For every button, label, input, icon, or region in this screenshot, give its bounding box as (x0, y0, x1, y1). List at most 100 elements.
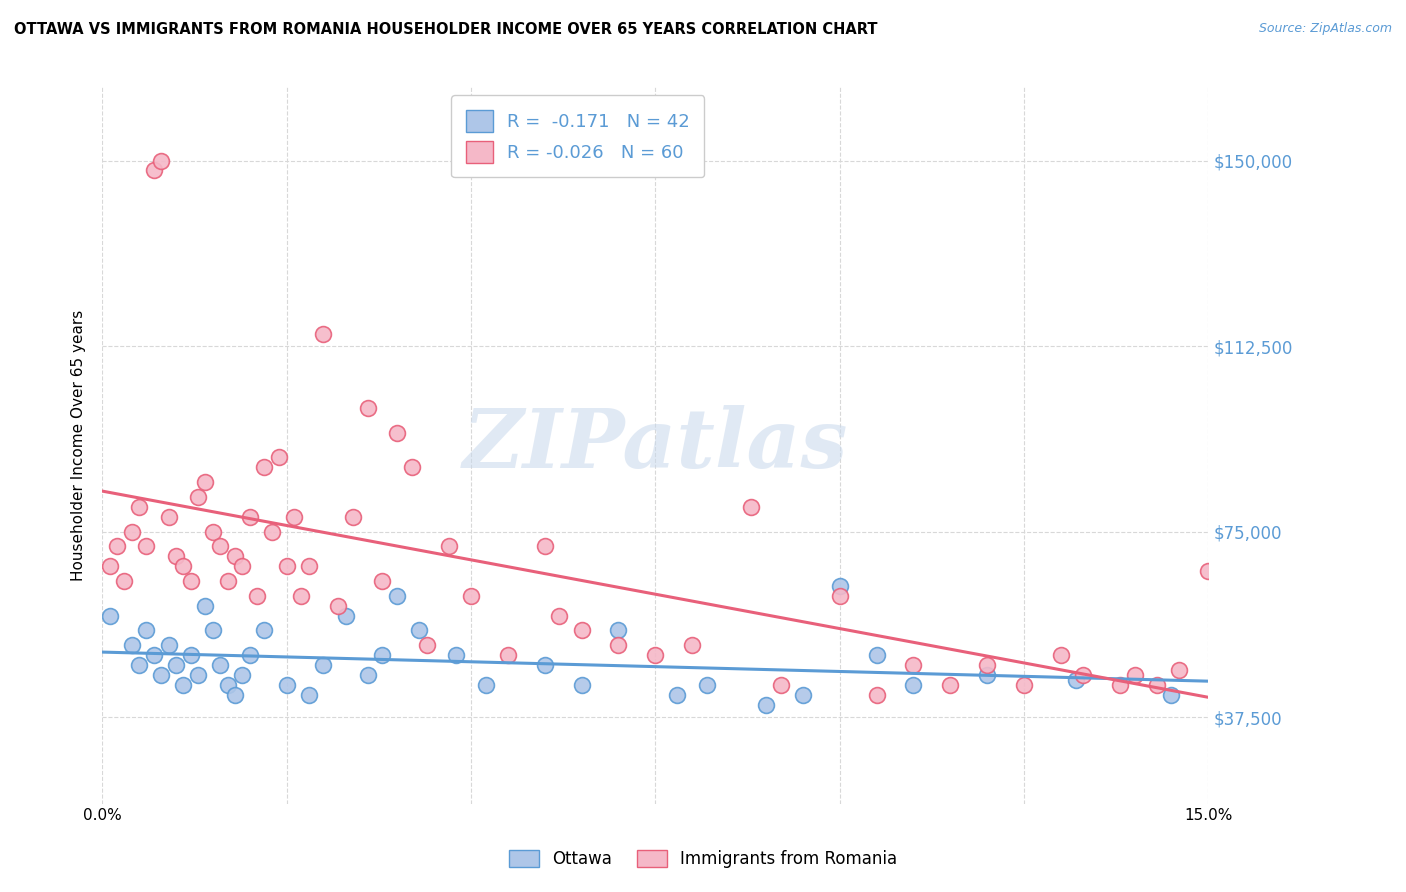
Point (194, 475, 217, 489)
Point (112, 574, 135, 588)
Point (276, 559, 298, 574)
Point (172, 559, 194, 574)
Point (1146, 678, 1168, 692)
Point (142, 648, 165, 663)
Point (128, 658, 150, 673)
Point (496, 648, 519, 663)
Point (740, 500, 762, 514)
Point (903, 678, 925, 692)
Point (224, 549, 246, 564)
Point (1160, 688, 1182, 702)
Point (157, 509, 180, 524)
Point (976, 658, 998, 673)
Point (415, 638, 437, 652)
Point (283, 509, 305, 524)
Point (260, 524, 283, 539)
Text: Source: ZipAtlas.com: Source: ZipAtlas.com (1258, 22, 1392, 36)
Point (644, 648, 666, 663)
Point (217, 574, 239, 588)
Point (371, 574, 394, 588)
Point (239, 509, 262, 524)
Point (269, 450, 291, 465)
Point (385, 589, 408, 603)
Point (548, 608, 571, 623)
Point (239, 648, 262, 663)
Legend: Ottawa, Immigrants from Romania: Ottawa, Immigrants from Romania (502, 843, 904, 875)
Point (696, 678, 718, 692)
Point (180, 574, 202, 588)
Point (1071, 668, 1094, 682)
Point (187, 668, 209, 682)
Point (792, 688, 814, 702)
Text: ZIPatlas: ZIPatlas (463, 405, 848, 485)
Point (460, 589, 482, 603)
Point (298, 688, 321, 702)
Point (150, 153, 173, 168)
Point (165, 549, 187, 564)
Point (276, 678, 298, 692)
Y-axis label: Householder Income Over 65 years: Householder Income Over 65 years (72, 310, 86, 581)
Point (755, 698, 778, 712)
Point (607, 624, 630, 638)
Point (312, 658, 335, 673)
Point (865, 648, 887, 663)
Point (342, 509, 364, 524)
Point (209, 658, 232, 673)
Point (444, 648, 467, 663)
Point (828, 579, 851, 593)
Point (607, 638, 630, 652)
Point (437, 540, 460, 554)
Point (128, 500, 150, 514)
Point (312, 326, 335, 341)
Point (180, 648, 202, 663)
Point (1064, 673, 1087, 687)
Point (681, 638, 703, 652)
Point (1167, 663, 1189, 677)
Point (142, 163, 165, 178)
Point (224, 688, 246, 702)
Point (1197, 564, 1219, 578)
Point (231, 559, 253, 574)
Point (98, 608, 121, 623)
Point (98, 559, 121, 574)
Point (290, 589, 312, 603)
Point (121, 638, 143, 652)
Point (105, 540, 128, 554)
Point (135, 540, 157, 554)
Point (246, 589, 269, 603)
Point (194, 599, 217, 613)
Point (571, 624, 593, 638)
Point (939, 678, 962, 692)
Point (1050, 648, 1073, 663)
Point (328, 599, 350, 613)
Point (172, 678, 194, 692)
Point (1012, 678, 1035, 692)
Point (165, 658, 187, 673)
Point (769, 678, 792, 692)
Point (371, 648, 394, 663)
Point (187, 490, 209, 504)
Point (903, 658, 925, 673)
Point (474, 678, 496, 692)
Point (150, 668, 173, 682)
Point (533, 658, 555, 673)
Point (135, 624, 157, 638)
Point (533, 540, 555, 554)
Point (666, 688, 689, 702)
Point (408, 624, 430, 638)
Point (157, 638, 180, 652)
Point (121, 524, 143, 539)
Point (1108, 678, 1130, 692)
Point (976, 668, 998, 682)
Legend: R =  -0.171   N = 42, R = -0.026   N = 60: R = -0.171 N = 42, R = -0.026 N = 60 (451, 95, 704, 178)
Point (401, 460, 423, 475)
Point (231, 668, 253, 682)
Point (201, 524, 224, 539)
Point (357, 401, 380, 415)
Point (209, 540, 232, 554)
Point (298, 559, 321, 574)
Point (385, 425, 408, 440)
Point (335, 608, 357, 623)
Point (253, 460, 276, 475)
Point (357, 668, 380, 682)
